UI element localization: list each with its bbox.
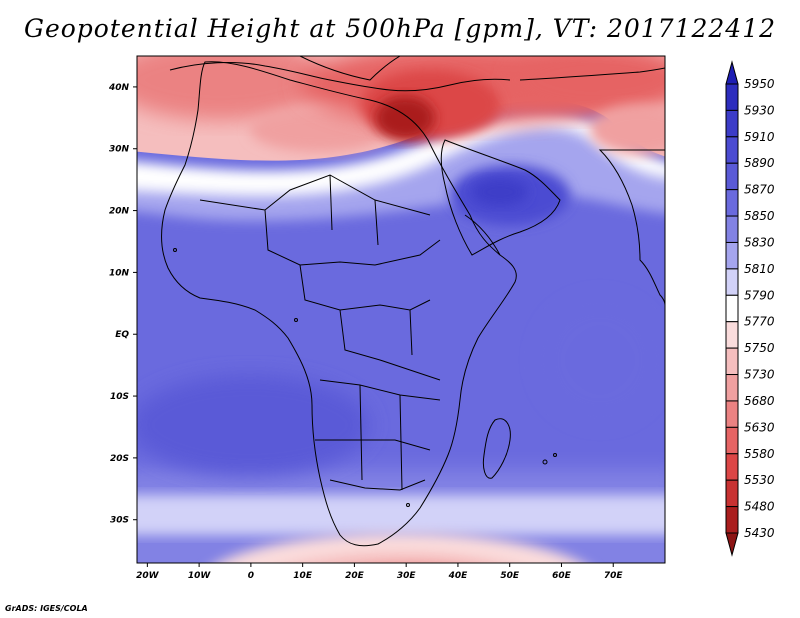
- geopotential-field: [137, 56, 665, 563]
- colorbar-swatch: [725, 215, 739, 243]
- colorbar-label: 5910: [744, 130, 775, 144]
- lat-tick-label: 10S: [110, 392, 129, 402]
- colorbar-swatch: [725, 426, 739, 455]
- lat-tick-label: 30N: [109, 145, 130, 155]
- coastlines: [161, 56, 665, 547]
- colorbar-label: 5770: [744, 315, 775, 329]
- colorbar-label: 5680: [744, 394, 775, 408]
- colorbar-swatch: [725, 400, 739, 428]
- lon-tick-label: 60E: [552, 571, 572, 581]
- colorbar-label: 5870: [744, 183, 775, 197]
- lat-tick-label: 20S: [110, 454, 129, 464]
- colorbar-bottom-arrow: [725, 532, 739, 557]
- colorbar-swatch: [725, 83, 739, 111]
- latitude-axis: 40N 30N 20N 10N EQ 10S 20S 30S: [108, 83, 137, 526]
- colorbar-label: 5890: [744, 156, 775, 170]
- plot-frame: [136, 55, 666, 564]
- colorbar-label: 5790: [744, 288, 775, 302]
- colorbar-swatch: [725, 453, 739, 481]
- colorbar-label: 5810: [744, 262, 775, 276]
- lat-tick-label: 30S: [110, 516, 129, 526]
- colorbar: 5950 5930 5910 5890 5870 5850 5830 5810 5790 5770…: [725, 60, 775, 557]
- colorbar-swatch: [725, 347, 739, 376]
- colorbar-label: 5430: [744, 526, 775, 540]
- chart-title: Geopotential Height at 500hPa [gpm], VT:…: [23, 14, 777, 43]
- lat-tick-label: 40N: [108, 83, 130, 93]
- colorbar-swatch: [725, 268, 739, 296]
- lat-tick-label: EQ: [115, 330, 129, 340]
- colorbar-swatch: [725, 506, 739, 534]
- lon-tick-label: 0: [248, 571, 254, 581]
- colorbar-swatch: [725, 189, 739, 217]
- colorbar-label: 5950: [744, 77, 775, 91]
- lon-tick-label: 10E: [293, 571, 313, 581]
- footer-credit: GrADS: IGES/COLA: [5, 604, 88, 613]
- colorbar-swatch: [725, 136, 739, 164]
- colorbar-swatch: [725, 241, 739, 270]
- colorbar-swatch: [725, 321, 739, 349]
- colorbar-swatch: [725, 374, 739, 402]
- colorbar-label: 5850: [744, 209, 775, 223]
- colorbar-swatch: [725, 294, 739, 323]
- lon-tick-label: 20W: [136, 571, 160, 581]
- colorbar-label: 5480: [744, 500, 775, 514]
- colorbar-label: 5750: [744, 341, 775, 355]
- colorbar-label: 5580: [744, 447, 775, 461]
- lon-tick-label: 70E: [604, 571, 624, 581]
- colorbar-label: 5930: [744, 103, 775, 117]
- colorbar-label: 5730: [744, 368, 775, 382]
- colorbar-label: 5530: [744, 473, 775, 487]
- colorbar-swatch: [725, 162, 739, 191]
- colorbar-label: 5630: [744, 420, 775, 434]
- lat-tick-label: 20N: [109, 207, 130, 217]
- lon-tick-label: 40E: [448, 571, 469, 581]
- lon-tick-label: 50E: [500, 571, 520, 581]
- colorbar-swatch: [725, 479, 739, 508]
- lon-tick-label: 10W: [188, 571, 212, 581]
- longitude-axis: 20W 10W 0 10E 20E 30E 40E 50E 60E 70E: [136, 563, 623, 581]
- lon-tick-label: 30E: [397, 571, 417, 581]
- colorbar-label: 5830: [744, 235, 775, 249]
- lat-tick-label: 10N: [109, 268, 130, 278]
- colorbar-swatch: [725, 109, 739, 138]
- lon-tick-label: 20E: [345, 571, 365, 581]
- colorbar-top-arrow: [725, 60, 739, 85]
